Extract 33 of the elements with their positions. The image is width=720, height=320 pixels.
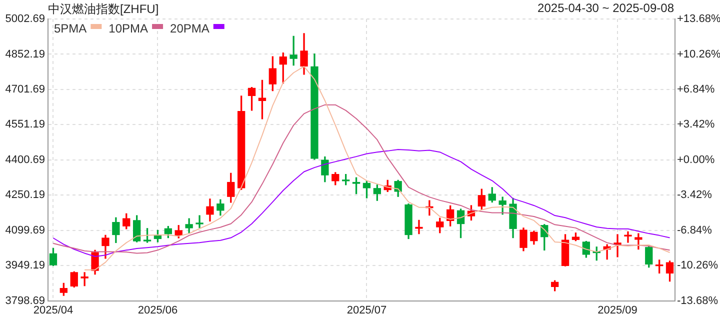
y-tick-label: 3949.19 [5, 260, 45, 272]
legend-label: 5PMA [54, 21, 87, 36]
y-tick-label: 4701.69 [5, 83, 45, 96]
y2-tick-label: +13.68% [677, 13, 720, 26]
x-tick-label: 2025/09 [598, 304, 638, 316]
y2-tick-label: +10.26% [677, 48, 720, 60]
y-tick-label: 4099.69 [5, 224, 45, 236]
chart-subtitle: 2025-04-30 ~ 2025-09-08 [538, 1, 674, 15]
x-tick-label: 2025/06 [138, 304, 178, 316]
candlestick [624, 231, 632, 243]
candlestick [634, 233, 642, 250]
y2-tick-label: +6.84% [677, 83, 715, 96]
y2-tick-label: -13.68% [677, 294, 718, 307]
y2-tick-label: -3.42% [677, 189, 712, 202]
y-tick-label: 5002.69 [5, 13, 45, 26]
candlestick [290, 36, 298, 66]
candlestick [196, 215, 204, 228]
x-tick-label: 2025/04 [33, 304, 74, 316]
candlestick [80, 272, 88, 286]
x-tick-label: 2025/07 [346, 304, 387, 316]
y2-tick-label: -6.84% [677, 224, 712, 236]
legend-label: 10PMA [108, 21, 148, 36]
y2-tick-label: -10.26% [677, 260, 718, 272]
y-tick-label: 4400.69 [5, 154, 45, 166]
y-tick-label: 4250.19 [5, 189, 45, 202]
legend-label: 20PMA [170, 21, 210, 36]
y2-tick-label: +0.00% [677, 154, 715, 166]
candlestick [614, 234, 622, 258]
chart-title: 中汉燃油指数[ZHFU] [48, 1, 159, 18]
y-tick-label: 3798.69 [5, 294, 45, 307]
y2-tick-label: +3.42% [677, 118, 715, 131]
y-tick-label: 4852.19 [5, 48, 45, 60]
y-tick-label: 4551.19 [5, 118, 45, 131]
